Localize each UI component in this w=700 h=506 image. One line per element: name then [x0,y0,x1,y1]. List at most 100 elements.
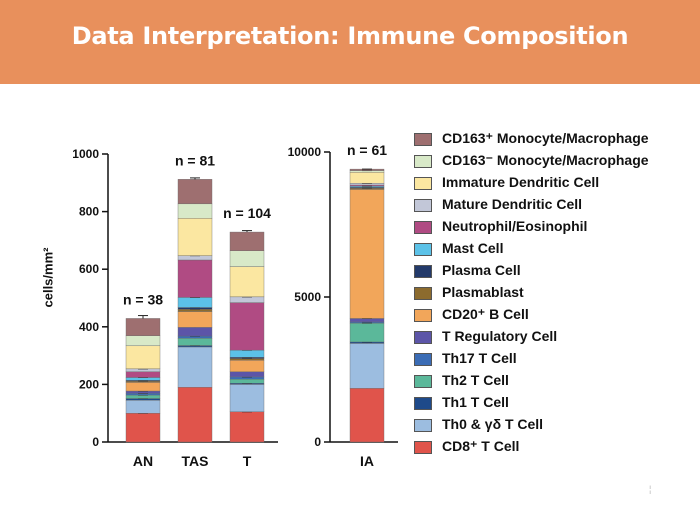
bar-segment-IA-6 [349,189,385,319]
legend-swatch [414,265,432,278]
bar-segment-T-9 [229,349,265,358]
y-tick-label-1-5: 1000 [72,147,99,161]
legend-label: Th17 T Cell [442,350,517,366]
y-tick-label-2-1: 5000 [294,290,321,304]
bar-segment-TAS-11 [177,255,213,261]
count-label-TAS: n = 81 [175,152,215,168]
y-tick-label-1-0: 0 [92,435,99,449]
count-label-T: n = 104 [223,205,271,221]
legend-swatch [414,199,432,212]
legend-label: Th2 T Cell [442,372,509,388]
legend-swatch [414,155,432,168]
bar-segment-TAS-9 [177,297,213,308]
bar-segment-TAS-1 [177,346,213,388]
legend-item: Neutrophil/Eosinophil [414,218,694,238]
page-title: Data Interpretation: Immune Composition [71,22,629,50]
legend-item: Mature Dendritic Cell [414,196,694,216]
legend-label: Plasmablast [442,284,524,300]
legend-swatch [414,375,432,388]
bar-segment-IA-0 [349,388,385,443]
bar-segment-TAS-13 [177,203,213,219]
bar-segment-TAS-14 [177,179,213,205]
legend-swatch [414,353,432,366]
legend-item: CD8⁺ T Cell [414,438,694,458]
legend-label: CD163⁻ Monocyte/Macrophage [442,152,649,168]
legend-item: T Regulatory Cell [414,328,694,348]
bar-segment-IA-1 [349,343,385,389]
legend-swatch [414,397,432,410]
bar-segment-T-5 [229,371,265,378]
bar-segment-IA-3 [349,322,385,343]
bar-segment-T-11 [229,296,265,303]
bar-segment-AN-10 [125,371,161,378]
x-tick-label-T: T [243,453,252,469]
legend-item: Th17 T Cell [414,350,694,370]
legend-item: CD20⁺ B Cell [414,306,694,326]
legend-label: Immature Dendritic Cell [442,174,600,190]
bar-segment-T-14 [229,231,265,251]
legend-item: Th2 T Cell [414,372,694,392]
legend-swatch [414,243,432,256]
legend-swatch [414,287,432,300]
legend-item: Th0 & γδ T Cell [414,416,694,436]
bar-segment-TAS-3 [177,338,213,346]
bar-segment-T-12 [229,266,265,298]
x-tick-label-AN: AN [133,453,153,469]
legend-label: Neutrophil/Eosinophil [442,218,588,234]
bar-segment-AN-13 [125,335,161,347]
legend-label: CD20⁺ B Cell [442,306,529,322]
y-axis-label: cells/mm² [40,247,56,308]
bar-segment-TAS-6 [177,311,213,328]
legend-item: Mast Cell [414,240,694,260]
bar-segment-TAS-5 [177,327,213,337]
x-tick-label-IA: IA [360,453,374,469]
count-label-IA: n = 61 [347,142,387,158]
legend-swatch [414,221,432,234]
bar-segment-IA-12 [349,172,385,184]
bar-segment-T-13 [229,250,265,267]
legend-swatch [414,441,432,454]
legend-swatch [414,419,432,432]
bar-segment-AN-0 [125,413,161,443]
x-tick-label-TAS: TAS [182,453,209,469]
y-tick-label-1-2: 400 [79,320,99,334]
bar-segment-AN-12 [125,345,161,370]
legend-swatch [414,133,432,146]
y-tick-label-2-0: 0 [314,435,321,449]
bar-segment-AN-3 [125,394,161,399]
legend-label: Th1 T Cell [442,394,509,410]
y-tick-label-1-3: 600 [79,262,99,276]
bar-segment-T-0 [229,411,265,443]
legend-label: CD8⁺ T Cell [442,438,520,454]
bar-segment-AN-6 [125,382,161,392]
legend-item: CD163⁻ Monocyte/Macrophage [414,152,694,172]
legend-label: T Regulatory Cell [442,328,558,344]
legend-swatch [414,309,432,322]
bar-segment-TAS-10 [177,259,213,298]
legend-label: Mast Cell [442,240,504,256]
legend-item: Th1 T Cell [414,394,694,414]
bar-segment-AN-14 [125,318,161,336]
page-marker: ¦ [649,484,652,494]
legend-item: CD163⁺ Monocyte/Macrophage [414,130,694,150]
y-tick-label-2-2: 10000 [288,145,322,159]
legend-label: Plasma Cell [442,262,521,278]
count-label-AN: n = 38 [123,291,163,307]
legend-label: Th0 & γδ T Cell [442,416,544,432]
bar-segment-T-10 [229,302,265,351]
legend-label: Mature Dendritic Cell [442,196,583,212]
bar-segment-T-1 [229,384,265,412]
bar-segment-T-3 [229,379,265,384]
bar-segment-TAS-12 [177,218,213,256]
legend-item: Plasmablast [414,284,694,304]
y-tick-label-1-1: 200 [79,377,99,391]
legend-item: Plasma Cell [414,262,694,282]
y-tick-label-1-4: 800 [79,205,99,219]
legend-swatch [414,177,432,190]
bar-segment-TAS-0 [177,387,213,443]
title-banner: Data Interpretation: Immune Composition [0,0,700,84]
bar-segment-T-6 [229,360,265,372]
legend-label: CD163⁺ Monocyte/Macrophage [442,130,649,146]
legend-item: Immature Dendritic Cell [414,174,694,194]
